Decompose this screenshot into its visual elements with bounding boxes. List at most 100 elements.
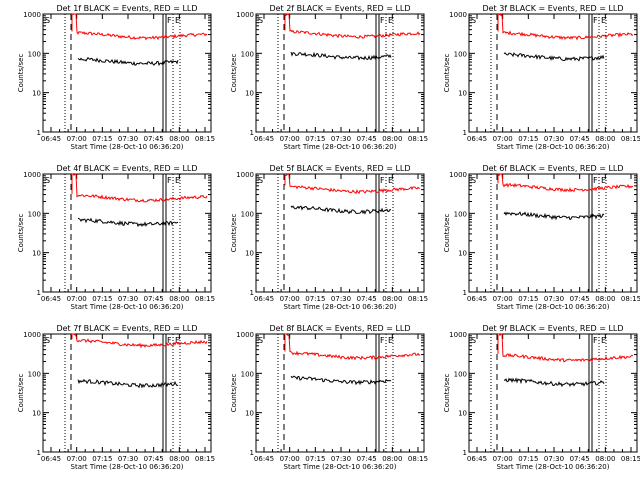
start-marker: S [471,176,476,185]
x-axis-label: Start Time (28-Oct-10 06:36:20) [497,143,610,151]
y-axis-label: Counts/sec [230,374,238,413]
x-tick-label: 08:15 [195,455,215,463]
x-tick-label: 08:00 [169,455,189,463]
x-tick-label: 07:00 [493,295,513,303]
y-tick-label: 10 [458,250,467,258]
y-tick-label: 100 [454,370,467,378]
lld-series-line [284,13,421,39]
y-tick-label: 1000 [23,171,41,179]
y-tick-label: 10 [245,410,254,418]
panel-2: Det 2f BLACK = Events, RED = LLD 1 10 100 10… [230,4,428,151]
x-tick-label: 07:45 [144,135,164,143]
y-tick-label: 100 [454,210,467,218]
start-marker: S [45,336,50,345]
plot-frame [255,173,425,293]
panel-title: Det 7f BLACK = Events, RED = LLD [56,324,197,333]
y-tick-label: 1 [250,129,254,137]
x-tick-label: 07:15 [518,135,538,143]
x-tick-label: 07:30 [118,295,138,303]
flare-marker: F [167,16,172,25]
lld-series-line [284,173,421,195]
x-tick-label: 07:00 [280,135,300,143]
flare-marker: F [167,336,172,345]
x-tick-label: 07:45 [357,455,377,463]
x-tick-label: 07:45 [570,295,590,303]
y-tick-label: 10 [458,90,467,98]
flare-marker: F [593,336,598,345]
x-tick-label: 07:15 [305,295,325,303]
y-tick-label: 1000 [236,331,254,339]
x-tick-label: 07:30 [544,135,564,143]
x-tick-label: 08:00 [595,135,615,143]
y-axis-label: Counts/sec [230,214,238,253]
y-tick-label: 10 [245,250,254,258]
flare-marker: F [593,16,598,25]
events-series-line [290,375,392,386]
plot-frame [255,13,425,133]
y-tick-label: 1000 [236,11,254,19]
y-tick-label: 1000 [449,11,467,19]
panel-title: Det 2f BLACK = Events, RED = LLD [269,4,410,13]
y-tick-label: 100 [28,370,41,378]
y-axis-label: Counts/sec [443,54,451,93]
x-tick-label: 07:00 [67,455,87,463]
lld-series-line [497,173,633,193]
y-tick-label: 100 [454,50,467,58]
x-tick-label: 07:15 [92,135,112,143]
y-tick-label: 10 [32,250,41,258]
x-tick-label: 08:15 [408,135,428,143]
y-tick-label: 1 [37,129,41,137]
y-tick-label: 1 [37,449,41,457]
panel-title: Det 4f BLACK = Events, RED = LLD [56,164,197,173]
panel-title: Det 6f BLACK = Events, RED = LLD [482,164,623,173]
start-marker: S [258,176,263,185]
y-tick-label: 1 [463,129,467,137]
flare-marker: F [167,176,172,185]
panel-title: Det 5f BLACK = Events, RED = LLD [269,164,410,173]
lld-series-line [497,12,634,41]
x-tick-label: 07:00 [493,135,513,143]
plot-frame [255,333,425,453]
x-tick-label: 07:30 [331,135,351,143]
panel-8: Det 8f BLACK = Events, RED = LLD 1 10 100 10… [230,324,428,471]
y-tick-label: 100 [28,50,41,58]
panel-6: Det 6f BLACK = Events, RED = LLD 1 10 100 10… [443,164,640,311]
y-tick-label: 1000 [449,171,467,179]
plot-frame [42,173,212,293]
x-tick-label: 07:00 [280,295,300,303]
panel-7: Det 7f BLACK = Events, RED = LLD 1 10 100 10… [17,324,215,471]
x-tick-label: 06:45 [467,295,487,303]
flare-marker: F [380,16,385,25]
plot-frame [42,333,212,453]
x-tick-label: 07:15 [92,455,112,463]
x-tick-label: 08:15 [195,135,215,143]
x-tick-label: 07:15 [518,455,538,463]
x-tick-label: 07:00 [67,295,87,303]
x-tick-label: 07:00 [67,135,87,143]
end-marker: E [601,176,606,185]
x-tick-label: 08:00 [382,295,402,303]
lld-series-line [285,333,421,361]
x-tick-label: 07:30 [118,135,138,143]
x-tick-label: 07:45 [144,455,164,463]
plot-frame [468,173,638,293]
x-tick-label: 07:15 [305,135,325,143]
x-tick-label: 07:15 [518,295,538,303]
x-tick-label: 07:15 [92,295,112,303]
start-marker: S [471,336,476,345]
x-tick-label: 06:45 [41,135,61,143]
panel-4: Det 4f BLACK = Events, RED = LLD 1 10 100 10… [17,164,215,311]
end-marker: E [388,16,393,25]
x-axis-label: Start Time (28-Oct-10 06:36:20) [71,463,184,471]
x-tick-label: 06:45 [254,135,274,143]
flare-marker: F [380,176,385,185]
x-tick-label: 07:00 [280,455,300,463]
panel-3: Det 3f BLACK = Events, RED = LLD 1 10 100 10… [443,4,640,151]
x-tick-label: 08:15 [621,295,640,303]
end-marker: E [175,336,180,345]
panel-title: Det 9f BLACK = Events, RED = LLD [482,324,623,333]
events-series-line [77,217,179,228]
lld-series-line [71,13,208,41]
y-axis-label: Counts/sec [17,214,25,253]
